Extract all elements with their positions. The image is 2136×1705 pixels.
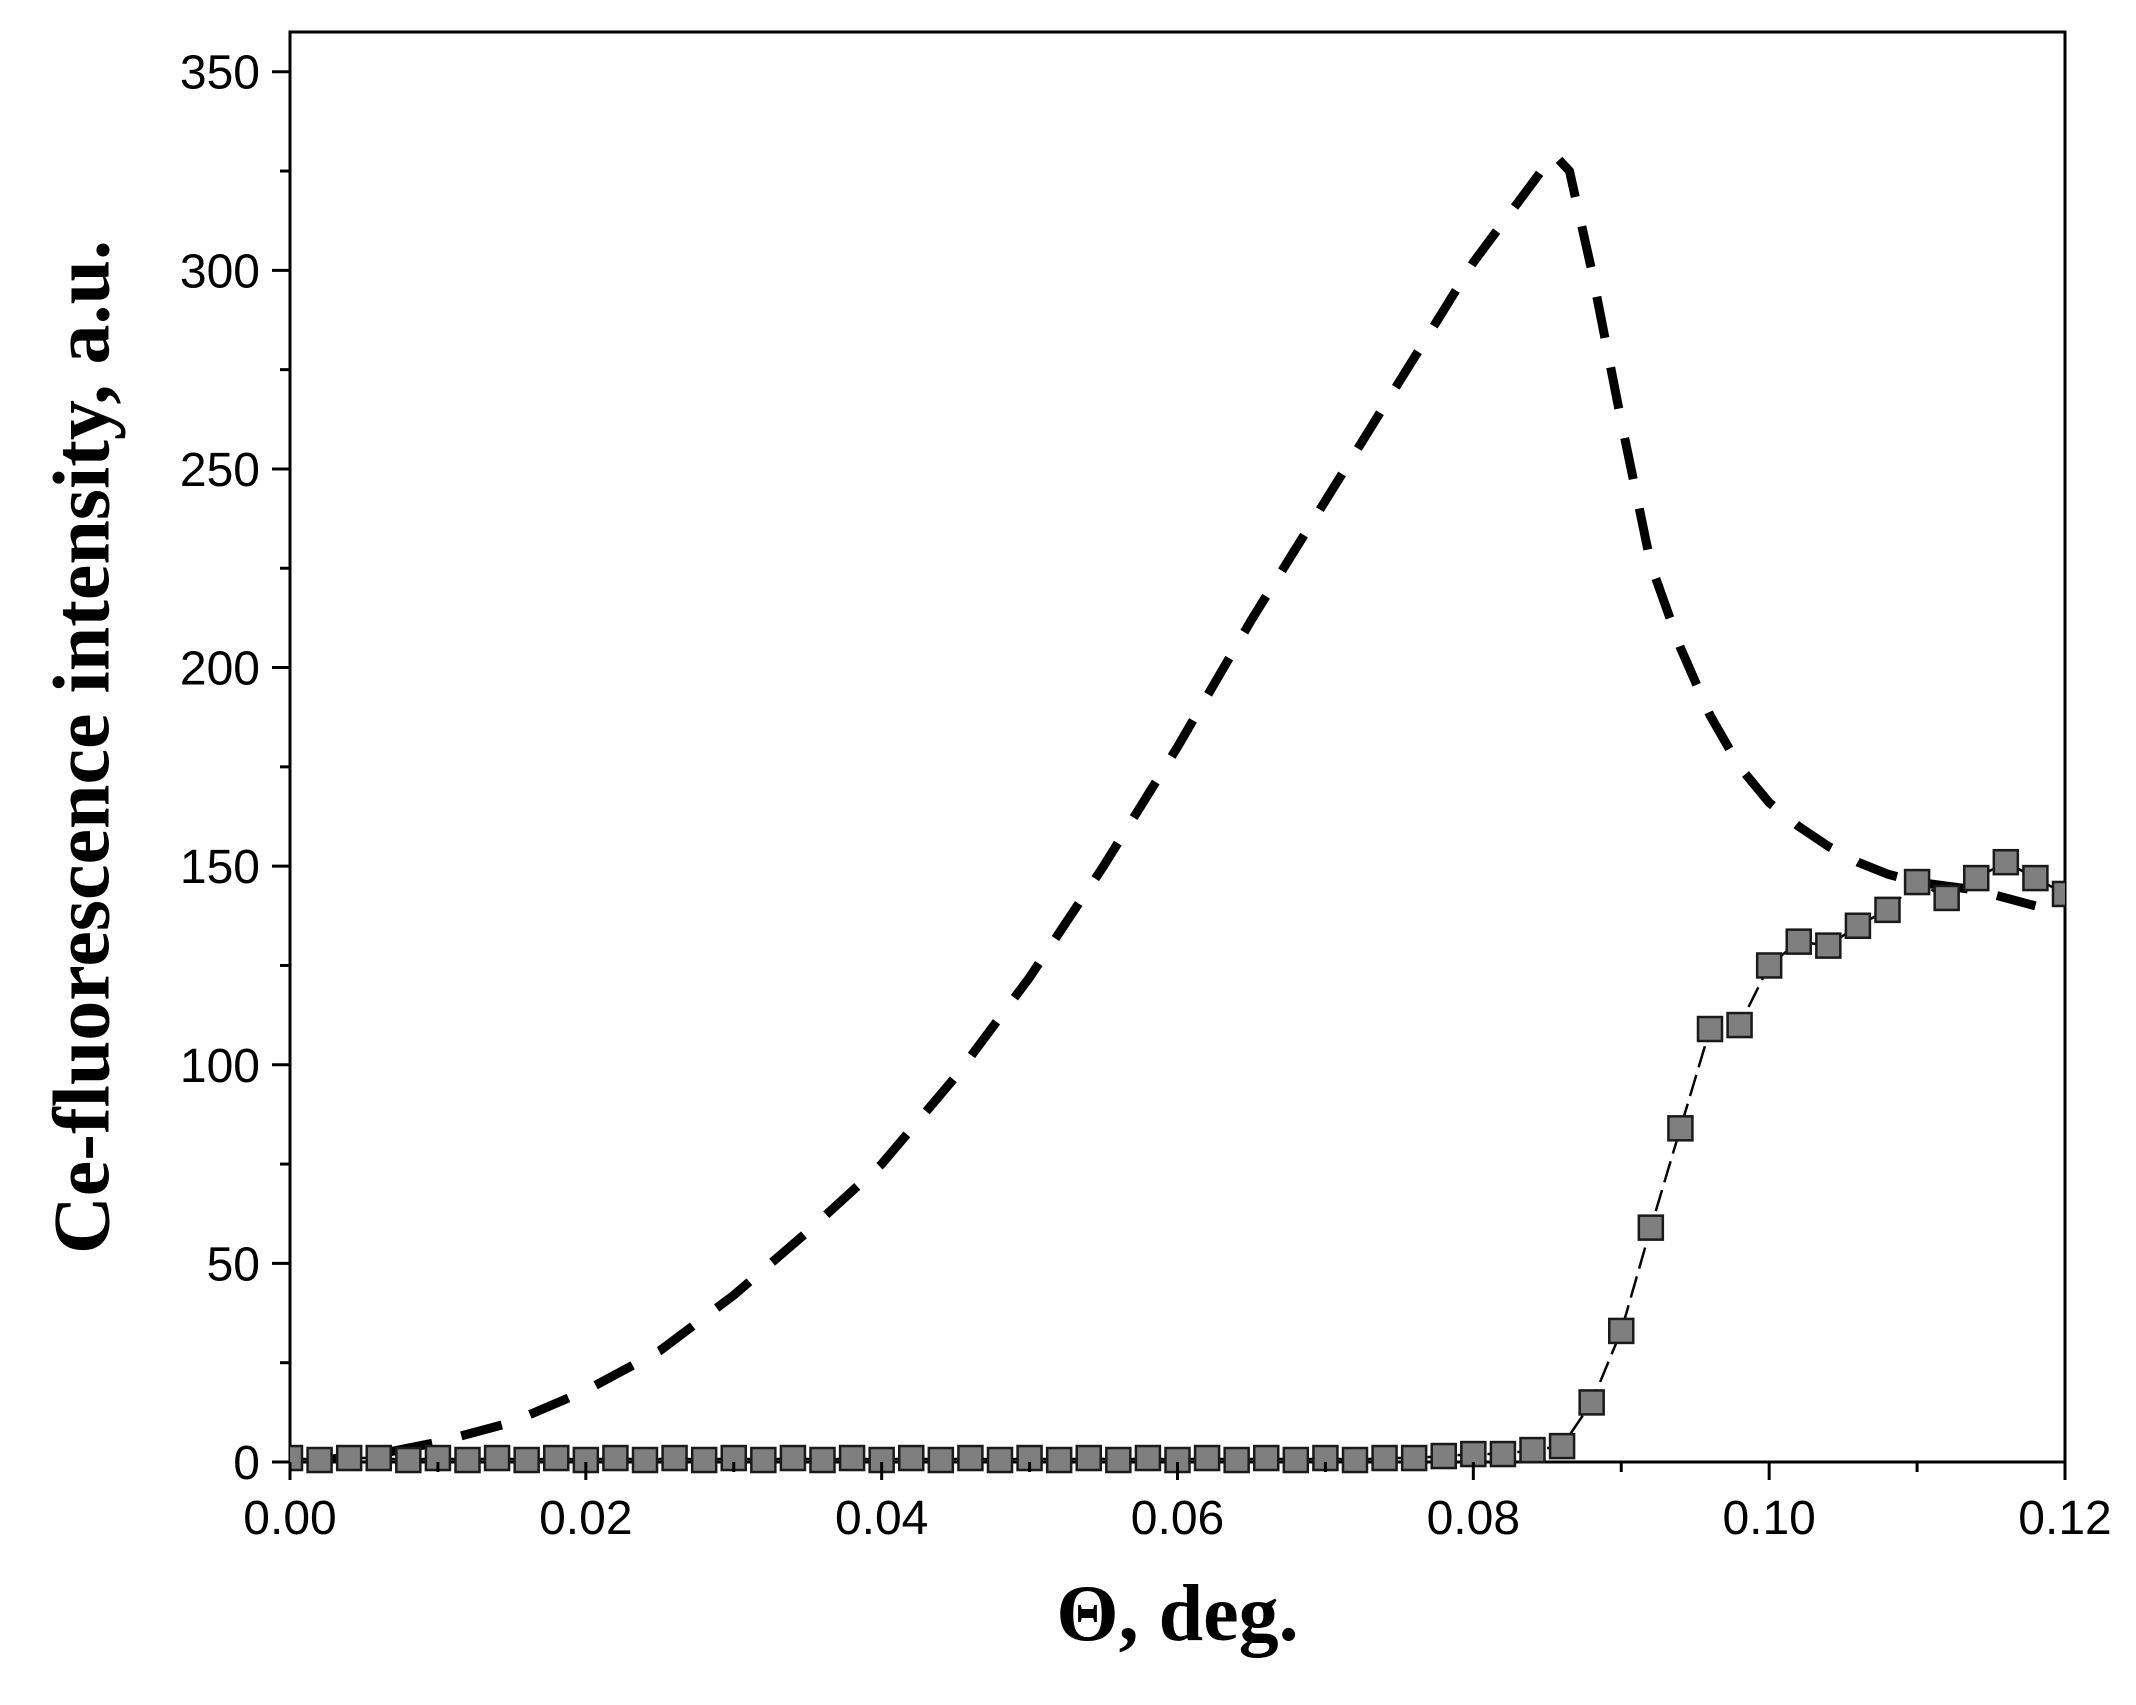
y-tick-label: 250 <box>180 444 260 497</box>
data-point-square <box>335 1444 363 1472</box>
data-point-square <box>1755 952 1783 979</box>
y-axis-title: Ce-fluorescence intensity, a.u. <box>38 240 126 1254</box>
y-tick-label: 150 <box>180 841 260 894</box>
x-axis-title: Θ, deg. <box>1056 1570 1298 1658</box>
y-tick-label: 300 <box>180 245 260 298</box>
data-point-square <box>2022 864 2049 892</box>
data-point-square <box>1785 928 1812 955</box>
data-point-square <box>395 1446 422 1474</box>
data-point-square <box>1282 1446 1310 1474</box>
data-point-square <box>2051 880 2065 908</box>
data-point-square <box>986 1446 1014 1474</box>
x-axis: 0.00 0.02 0.04 0.06 0.08 0.10 0.12 <box>243 1462 2112 1545</box>
x-tick-label: 0.00 <box>243 1492 336 1545</box>
y-tick-label: 100 <box>180 1040 260 1093</box>
series-layer <box>290 150 2065 1474</box>
data-point-square <box>1933 884 1960 912</box>
y-tick-label: 350 <box>180 47 260 100</box>
data-point-square <box>1519 1436 1546 1464</box>
data-point-square <box>1400 1444 1428 1472</box>
data-point-square <box>1105 1446 1132 1474</box>
data-point-square <box>602 1444 629 1472</box>
data-point-square <box>1312 1444 1339 1472</box>
data-point-square <box>483 1444 511 1472</box>
x-tick-label: 0.04 <box>835 1492 928 1545</box>
data-point-square <box>1371 1444 1398 1472</box>
y-tick-label: 200 <box>180 643 260 696</box>
x-tick-label: 0.02 <box>539 1492 632 1545</box>
data-point-square <box>1134 1444 1162 1472</box>
data-point-square <box>1045 1446 1073 1474</box>
data-point-square <box>1578 1389 1605 1416</box>
data-point-square <box>513 1446 540 1474</box>
data-point-square <box>750 1446 777 1474</box>
y-axis: 0 50 100 150 200 250 300 350 <box>180 47 290 1490</box>
data-point-square <box>1963 864 1990 892</box>
data-point-square <box>898 1444 925 1472</box>
data-point-square <box>927 1446 955 1474</box>
x-tick-label: 0.10 <box>1722 1492 1815 1545</box>
data-point-square <box>454 1446 481 1474</box>
data-point-square <box>1430 1442 1457 1470</box>
data-point-square <box>1903 868 1931 896</box>
data-point-square <box>1075 1444 1102 1472</box>
data-point-square <box>1489 1440 1517 1468</box>
data-point-square <box>1341 1446 1369 1474</box>
data-point-square <box>1992 848 2020 876</box>
data-point-square <box>690 1446 718 1474</box>
data-point-square <box>365 1444 392 1472</box>
data-point-square <box>838 1444 866 1472</box>
data-point-square <box>957 1444 984 1472</box>
data-point-square <box>1548 1432 1576 1460</box>
y-tick-label: 50 <box>207 1238 260 1291</box>
data-point-square <box>1844 912 1872 939</box>
data-point-square <box>779 1444 807 1472</box>
data-point-square <box>1696 1015 1724 1043</box>
data-point-square <box>1815 932 1842 959</box>
data-point-square <box>1637 1214 1665 1241</box>
data-point-square <box>1223 1446 1250 1474</box>
data-point-square <box>543 1444 570 1472</box>
data-point-square <box>661 1444 688 1472</box>
series-dashed-line <box>319 150 2037 1465</box>
data-point-square <box>1253 1444 1280 1472</box>
data-point-square <box>1726 1011 1753 1039</box>
data-point-square <box>290 1444 304 1472</box>
data-point-square <box>809 1446 836 1474</box>
data-point-square <box>1667 1115 1694 1142</box>
y-tick-label: 0 <box>233 1437 260 1490</box>
data-point-square <box>631 1446 659 1474</box>
data-point-square <box>1608 1317 1635 1345</box>
x-tick-label: 0.06 <box>1131 1492 1224 1545</box>
data-point-square <box>1193 1444 1221 1472</box>
data-point-square <box>306 1446 333 1474</box>
x-tick-label: 0.12 <box>2018 1492 2111 1545</box>
data-point-square <box>1874 896 1901 924</box>
x-tick-label: 0.08 <box>1427 1492 1520 1545</box>
